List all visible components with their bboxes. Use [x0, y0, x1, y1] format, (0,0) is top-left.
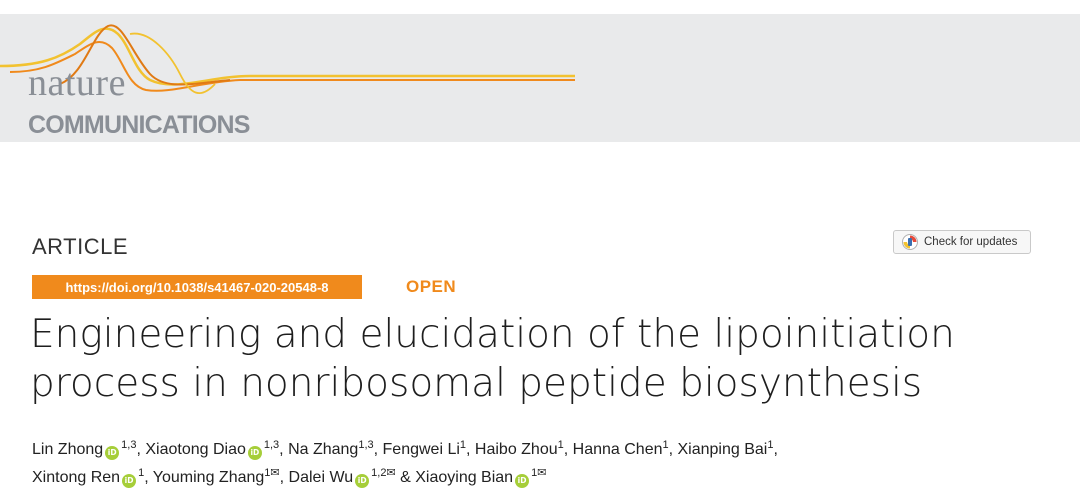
- author-separator: ,: [668, 441, 678, 458]
- author-name-text: Hanna Chen: [572, 441, 663, 458]
- author-separator: ,: [373, 441, 383, 458]
- author-affiliation: 1: [767, 439, 774, 451]
- author-affiliation: 1: [662, 439, 669, 451]
- author-affiliation: 1,3: [121, 439, 137, 451]
- open-access-label: OPEN: [406, 277, 457, 296]
- author-name[interactable]: Hanna Chen1: [572, 439, 669, 459]
- article-title-line2: process in nonribosomal peptide biosynth…: [30, 361, 923, 406]
- author-name-text: Haibo Zhou: [474, 441, 558, 458]
- corresponding-author-mail-icon[interactable]: ✉: [386, 467, 396, 479]
- author-separator: ,: [279, 441, 289, 458]
- orcid-icon[interactable]: iD: [247, 446, 262, 460]
- author-name[interactable]: Dalei Wu iD1,2✉: [288, 467, 396, 488]
- author-separator: ,: [563, 441, 573, 458]
- author-name[interactable]: Xiaotong Diao iD1,3: [145, 439, 280, 460]
- check-for-updates-button[interactable]: Check for updates: [893, 230, 1031, 254]
- author-affiliation: 1,3: [263, 439, 280, 451]
- orcid-icon[interactable]: iD: [105, 446, 120, 460]
- author-name-text: Na Zhang: [288, 441, 359, 458]
- crossmark-icon: [902, 234, 918, 250]
- author-affiliation: 1,3: [358, 439, 374, 451]
- author-separator: ,: [466, 441, 475, 458]
- author-separator: ,: [773, 441, 778, 458]
- author-separator: ,: [136, 441, 146, 458]
- article-title-line1: Engineering and elucidation of the lipoi…: [30, 312, 955, 357]
- author-name[interactable]: Xiaoying Bian iD1✉: [415, 467, 547, 488]
- journal-logo-waves-icon: [0, 24, 575, 95]
- author-affiliation: 1: [264, 467, 271, 479]
- author-name[interactable]: Na Zhang1,3: [288, 439, 374, 459]
- author-list: Lin Zhong iD1,3, Xiaotong Diao iD1,3, Na Z…: [32, 436, 1072, 492]
- author-separator: &: [395, 469, 416, 486]
- orcid-icon[interactable]: iD: [515, 474, 530, 488]
- author-separator: ,: [279, 469, 289, 486]
- orcid-icon[interactable]: iD: [122, 474, 137, 488]
- journal-name-communications: COMMUNICATIONS: [28, 111, 250, 139]
- author-affiliation: 1: [459, 439, 467, 451]
- author-name-text: Fengwei Li: [382, 441, 460, 458]
- article-title: Engineering and elucidation of the lipoi…: [30, 310, 1060, 408]
- journal-name-nature: nature: [28, 62, 126, 104]
- orcid-icon[interactable]: iD: [355, 474, 370, 488]
- author-name-text: Xiaotong Diao: [145, 441, 246, 458]
- author-name[interactable]: Fengwei Li1: [382, 439, 467, 459]
- author-name[interactable]: Haibo Zhou1: [474, 439, 564, 459]
- author-name[interactable]: Xianping Bai1: [677, 439, 774, 459]
- author-name-text: Xiaoying Bian: [415, 469, 514, 486]
- author-name-text: Lin Zhong: [32, 441, 104, 458]
- corresponding-author-mail-icon[interactable]: ✉: [270, 467, 280, 479]
- author-name-text: Xintong Ren: [32, 469, 121, 486]
- corresponding-author-mail-icon[interactable]: ✉: [537, 467, 547, 479]
- author-affiliation: 1,2: [371, 467, 387, 479]
- article-type-label: ARTICLE: [32, 234, 129, 259]
- author-name[interactable]: Youming Zhang1✉: [152, 467, 280, 487]
- author-affiliation: 1: [138, 467, 145, 479]
- author-name-text: Dalei Wu: [288, 469, 354, 486]
- author-name[interactable]: Xintong Ren iD1: [32, 467, 145, 488]
- author-name-text: Youming Zhang: [152, 469, 265, 486]
- author-name[interactable]: Lin Zhong iD1,3: [32, 439, 137, 460]
- author-separator: ,: [144, 469, 153, 486]
- journal-banner: nature COMMUNICATIONS: [0, 14, 1080, 142]
- check-for-updates-label: Check for updates: [924, 236, 1018, 248]
- author-affiliation: 1: [531, 467, 538, 479]
- doi-link[interactable]: https://doi.org/10.1038/s41467-020-20548…: [32, 275, 362, 299]
- author-name-text: Xianping Bai: [677, 441, 768, 458]
- author-affiliation: 1: [557, 439, 564, 451]
